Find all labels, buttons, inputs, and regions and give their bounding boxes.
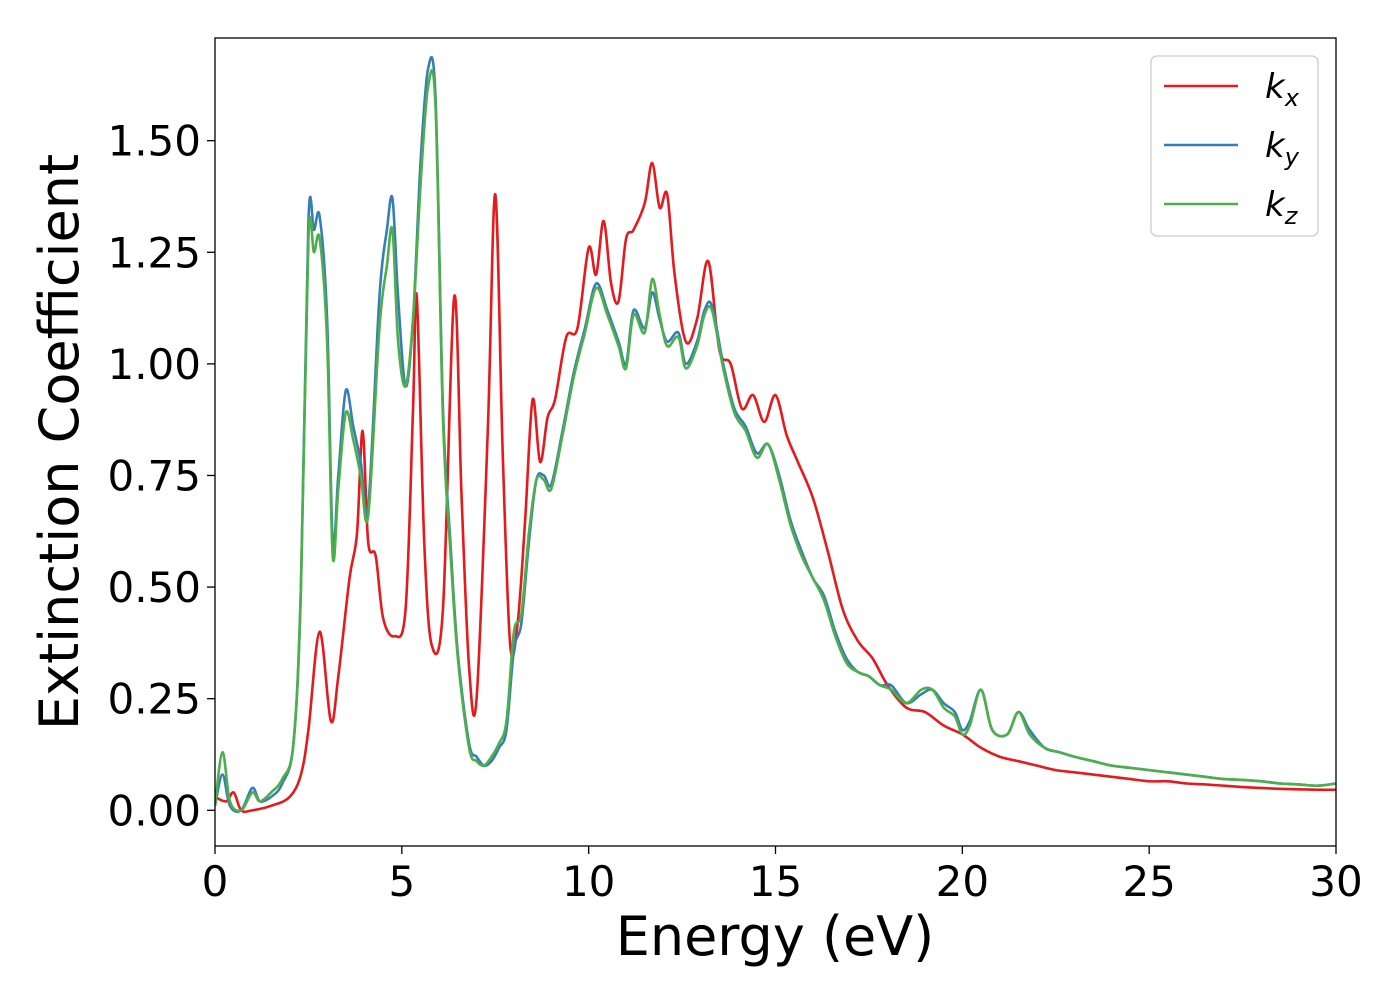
y-tick-label: 1.00 xyxy=(107,340,201,389)
x-axis-ticks: 0 5 10 15 20 25 30 xyxy=(202,846,1363,906)
y-tick-label: 1.50 xyxy=(107,117,201,166)
y-tick-label: 0.00 xyxy=(107,786,201,835)
x-tick-label: 10 xyxy=(562,857,615,906)
y-tick-label: 1.25 xyxy=(107,228,201,277)
x-tick-label: 20 xyxy=(936,857,989,906)
y-tick-label: 0.75 xyxy=(107,451,201,500)
series-line-x xyxy=(215,161,1336,814)
series-line-z xyxy=(215,69,1336,813)
series-layer xyxy=(215,55,1336,814)
y-tick-label: 0.25 xyxy=(107,675,201,724)
x-tick-label: 5 xyxy=(388,857,415,906)
y-tick-label: 0.50 xyxy=(107,563,201,612)
x-tick-label: 0 xyxy=(202,857,229,906)
x-tick-label: 15 xyxy=(749,857,802,906)
y-axis-title: Extinction Coefficient xyxy=(28,154,91,730)
x-tick-label: 25 xyxy=(1122,857,1175,906)
x-tick-label: 30 xyxy=(1309,857,1362,906)
x-axis-title: Energy (eV) xyxy=(616,905,935,968)
y-axis-ticks: 0.00 0.25 0.50 0.75 1.00 1.25 1.50 xyxy=(107,117,215,835)
legend-label-z: kz xyxy=(1265,185,1299,230)
